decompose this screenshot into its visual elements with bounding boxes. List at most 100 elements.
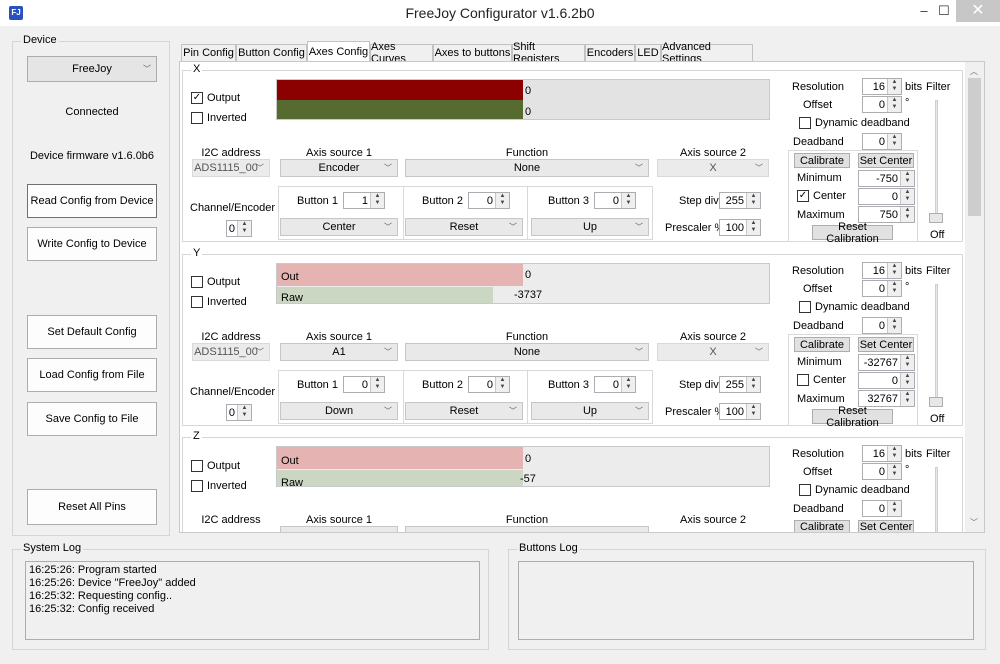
y-inverted-checkbox[interactable] xyxy=(191,296,203,308)
spin-arrows-icon[interactable]: ▲ ▼ xyxy=(746,220,760,235)
z-dynamic-deadband-checkbox[interactable] xyxy=(799,484,811,496)
z-deadband-spin[interactable]: 0 ▲ ▼ xyxy=(862,500,902,517)
x-function-select[interactable]: None ﹀ xyxy=(405,159,649,177)
spin-arrows-icon[interactable]: ▲ ▼ xyxy=(900,391,914,406)
spin-arrows-icon[interactable]: ▲ ▼ xyxy=(746,193,760,208)
spin-arrows-icon[interactable]: ▲ ▼ xyxy=(900,373,914,388)
x-offset-spin[interactable]: 0 ▲ ▼ xyxy=(862,96,902,113)
y-center-spin[interactable]: 0 ▲ ▼ xyxy=(858,372,915,389)
spin-arrows-icon[interactable]: ▲ ▼ xyxy=(370,377,384,392)
x-channel-spin[interactable]: 0 ▲ ▼ xyxy=(226,220,252,237)
x-source1-select[interactable]: Encoder ﹀ xyxy=(280,159,398,177)
spin-arrows-icon[interactable]: ▲ ▼ xyxy=(237,405,251,420)
spin-arrows-icon[interactable]: ▲ ▼ xyxy=(887,501,901,516)
z-output-checkbox[interactable] xyxy=(191,460,203,472)
y-button3-spin[interactable]: 0 ▲ ▼ xyxy=(594,376,636,393)
x-button1-mode-select[interactable]: Center ﹀ xyxy=(280,218,398,236)
y-source1-select[interactable]: A1 ﹀ xyxy=(280,343,398,361)
x-button2-spin[interactable]: 0 ▲ ▼ xyxy=(468,192,510,209)
spin-arrows-icon[interactable]: ▲ ▼ xyxy=(887,263,901,278)
scroll-up-icon[interactable]: ︿ xyxy=(970,67,978,76)
y-button2-spin[interactable]: 0 ▲ ▼ xyxy=(468,376,510,393)
y-center-checkbox[interactable] xyxy=(797,374,809,386)
y-resolution-spin[interactable]: 16 ▲ ▼ xyxy=(862,262,902,279)
x-output-checkbox[interactable]: ✓ xyxy=(191,92,203,104)
read-config-button[interactable]: Read Config from Device xyxy=(27,184,157,218)
spin-arrows-icon[interactable]: ▲ ▼ xyxy=(621,193,635,208)
spin-arrows-icon[interactable]: ▲ ▼ xyxy=(887,134,901,149)
set-default-config-button[interactable]: Set Default Config xyxy=(27,315,157,349)
device-select[interactable]: FreeJoy ﹀ xyxy=(27,56,157,82)
x-center-checkbox[interactable]: ✓ xyxy=(797,190,809,202)
spin-arrows-icon[interactable]: ▲ ▼ xyxy=(370,193,384,208)
scroll-down-icon[interactable]: ﹀ xyxy=(970,518,978,527)
reset-all-pins-button[interactable]: Reset All Pins xyxy=(27,489,157,525)
x-button3-mode-select[interactable]: Up ﹀ xyxy=(531,218,649,236)
y-offset-spin[interactable]: 0 ▲ ▼ xyxy=(862,280,902,297)
system-log-textbox[interactable]: 16:25:26: Program started 16:25:26: Devi… xyxy=(25,561,480,640)
spin-arrows-icon[interactable]: ▲ ▼ xyxy=(746,377,760,392)
tab-axes-config[interactable]: Axes Config xyxy=(307,41,370,62)
y-set-center-button[interactable]: Set Center xyxy=(858,337,914,352)
x-calibrate-button[interactable]: Calibrate xyxy=(794,153,850,168)
write-config-button[interactable]: Write Config to Device xyxy=(27,227,157,261)
tab-advanced-settings[interactable]: Advanced Settings xyxy=(661,41,753,65)
spin-arrows-icon[interactable]: ▲ ▼ xyxy=(900,207,914,222)
y-button1-mode-select[interactable]: Down ﹀ xyxy=(280,402,398,420)
spin-arrows-icon[interactable]: ▲ ▼ xyxy=(887,79,901,94)
x-dynamic-deadband-checkbox[interactable] xyxy=(799,117,811,129)
spin-arrows-icon[interactable]: ▲ ▼ xyxy=(900,171,914,186)
z-offset-spin[interactable]: 0 ▲ ▼ xyxy=(862,463,902,480)
y-dynamic-deadband-checkbox[interactable] xyxy=(799,301,811,313)
y-prescaler-spin[interactable]: 100 ▲ ▼ xyxy=(719,403,761,420)
y-reset-calibration-button[interactable]: Reset Calibration xyxy=(812,405,893,429)
spin-arrows-icon[interactable]: ▲ ▼ xyxy=(621,377,635,392)
z-calibrate-button[interactable]: Calibrate xyxy=(794,520,850,532)
tab-button-config[interactable]: Button Config xyxy=(236,44,307,61)
x-minimum-spin[interactable]: -750 ▲ ▼ xyxy=(858,170,915,187)
y-maximum-spin[interactable]: 32767 ▲ ▼ xyxy=(858,390,915,407)
spin-arrows-icon[interactable]: ▲ ▼ xyxy=(887,318,901,333)
save-config-button[interactable]: Save Config to File xyxy=(27,402,157,436)
tab-axes-to-buttons[interactable]: Axes to buttons xyxy=(433,44,512,61)
x-button3-spin[interactable]: 0 ▲ ▼ xyxy=(594,192,636,209)
spin-arrows-icon[interactable]: ▲ ▼ xyxy=(887,281,901,296)
minimize-button[interactable]: ‒ xyxy=(920,3,928,18)
y-function-select[interactable]: None ﹀ xyxy=(405,343,649,361)
x-filter-slider-thumb[interactable] xyxy=(929,213,943,223)
x-inverted-checkbox[interactable] xyxy=(191,112,203,124)
tab-axes-curves[interactable]: Axes Curves xyxy=(370,41,433,65)
load-config-button[interactable]: Load Config from File xyxy=(27,358,157,392)
spin-arrows-icon[interactable]: ▲ ▼ xyxy=(495,193,509,208)
y-button2-mode-select[interactable]: Reset ﹀ xyxy=(405,402,523,420)
y-channel-spin[interactable]: 0 ▲ ▼ xyxy=(226,404,252,421)
x-deadband-spin[interactable]: 0 ▲ ▼ xyxy=(862,133,902,150)
y-filter-slider-thumb[interactable] xyxy=(929,397,943,407)
y-stepdiv-spin[interactable]: 255 ▲ ▼ xyxy=(719,376,761,393)
z-set-center-button[interactable]: Set Center xyxy=(858,520,914,532)
spin-arrows-icon[interactable]: ▲ ▼ xyxy=(887,464,901,479)
z-resolution-spin[interactable]: 16 ▲ ▼ xyxy=(862,445,902,462)
x-center-spin[interactable]: 0 ▲ ▼ xyxy=(858,188,915,205)
spin-arrows-icon[interactable]: ▲ ▼ xyxy=(887,97,901,112)
x-maximum-spin[interactable]: 750 ▲ ▼ xyxy=(858,206,915,223)
spin-arrows-icon[interactable]: ▲ ▼ xyxy=(746,404,760,419)
y-calibrate-button[interactable]: Calibrate xyxy=(794,337,850,352)
spin-arrows-icon[interactable]: ▲ ▼ xyxy=(887,446,901,461)
x-resolution-spin[interactable]: 16 ▲ ▼ xyxy=(862,78,902,95)
z-source1-select[interactable] xyxy=(280,526,398,532)
close-button[interactable]: ✕ xyxy=(956,0,1000,22)
scrollbar-thumb[interactable] xyxy=(968,78,981,216)
x-prescaler-spin[interactable]: 100 ▲ ▼ xyxy=(719,219,761,236)
x-button1-spin[interactable]: 1 ▲ ▼ xyxy=(343,192,385,209)
spin-arrows-icon[interactable]: ▲ ▼ xyxy=(900,189,914,204)
spin-arrows-icon[interactable]: ▲ ▼ xyxy=(900,355,914,370)
y-button1-spin[interactable]: 0 ▲ ▼ xyxy=(343,376,385,393)
x-button2-mode-select[interactable]: Reset ﹀ xyxy=(405,218,523,236)
tab-pin-config[interactable]: Pin Config xyxy=(181,44,236,61)
spin-arrows-icon[interactable]: ▲ ▼ xyxy=(495,377,509,392)
maximize-button[interactable]: ☐ xyxy=(938,3,950,18)
x-set-center-button[interactable]: Set Center xyxy=(858,153,914,168)
x-reset-calibration-button[interactable]: Reset Calibration xyxy=(812,221,893,245)
tab-shift-registers[interactable]: Shift Registers xyxy=(512,41,585,65)
